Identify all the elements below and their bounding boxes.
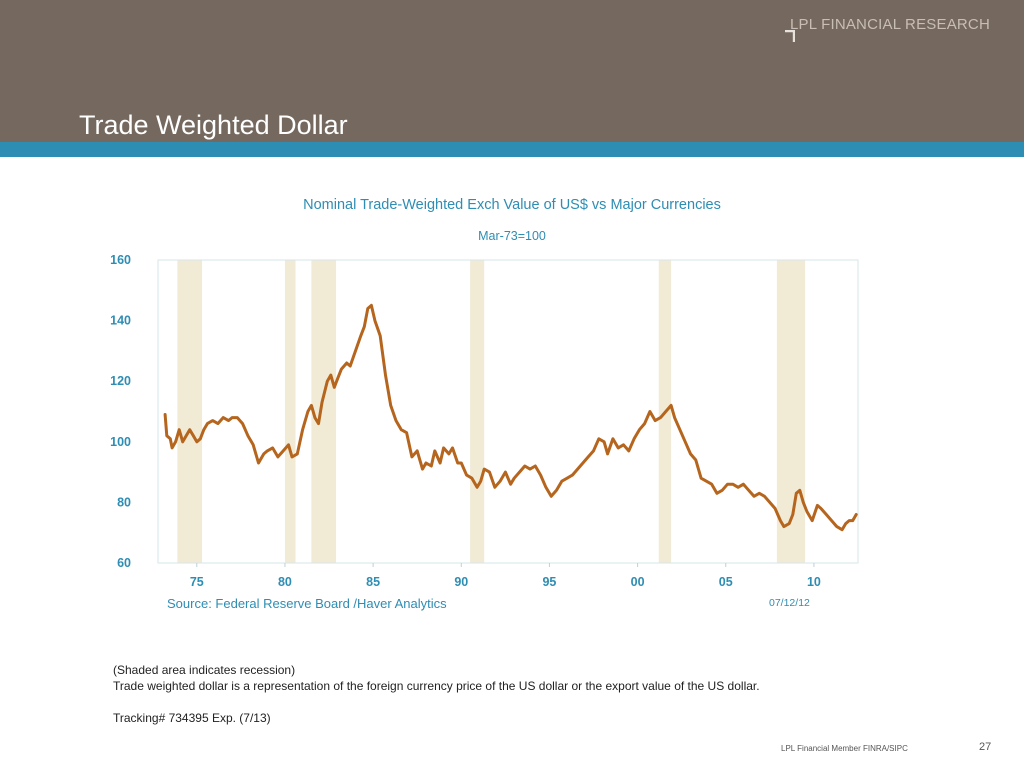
header-band (0, 0, 1024, 142)
brand-text: LPL FINANCIAL RESEARCH (789, 16, 990, 33)
recession-band (776, 260, 806, 563)
x-tick-label: 95 (542, 575, 556, 589)
y-tick-label: 120 (110, 374, 131, 388)
line-chart: 60 80 100 120 140 160 75 80 85 90 95 00 05 10 (110, 253, 859, 589)
page-number: 27 (979, 741, 992, 753)
x-tick-label: 75 (190, 575, 204, 589)
x-tick-label: 90 (454, 575, 468, 589)
plot-frame (157, 259, 859, 564)
note-tracking: Tracking# 734395 Exp. (7/13) (113, 711, 271, 725)
x-tick-label: 00 (631, 575, 645, 589)
notes: (Shaded area indicates recession) Trade … (113, 662, 760, 726)
brand-mark-icon (785, 30, 795, 42)
note-definition: Trade weighted dollar is a representatio… (113, 679, 760, 693)
chart-subtitle: Mar-73=100 (478, 229, 546, 243)
chart-date: 07/12/12 (769, 597, 810, 609)
y-tick-label: 140 (110, 314, 131, 328)
recession-band (284, 260, 296, 563)
note-recession: (Shaded area indicates recession) (113, 663, 296, 677)
x-tick-label: 10 (807, 575, 821, 589)
series-line-trade-weighted-dollar (163, 303, 858, 532)
header-stripe (0, 142, 1024, 157)
x-tick-label: 80 (278, 575, 292, 589)
y-tick-label: 80 (117, 495, 131, 509)
recession-band (177, 260, 203, 563)
x-tick-label: 85 (366, 575, 380, 589)
recession-band (470, 260, 485, 563)
y-tick-label: 160 (110, 253, 131, 267)
recession-band (311, 260, 337, 563)
footer-member-text: LPL Financial Member FINRA/SIPC (781, 744, 908, 753)
y-tick-label: 60 (117, 556, 131, 570)
chart-source: Source: Federal Reserve Board /Haver Ana… (167, 596, 447, 611)
page-title: Trade Weighted Dollar (79, 110, 348, 140)
chart-title: Nominal Trade-Weighted Exch Value of US$… (303, 197, 721, 213)
note-blank (113, 694, 760, 710)
x-tick-label: 05 (719, 575, 733, 589)
y-tick-label: 100 (110, 435, 131, 449)
